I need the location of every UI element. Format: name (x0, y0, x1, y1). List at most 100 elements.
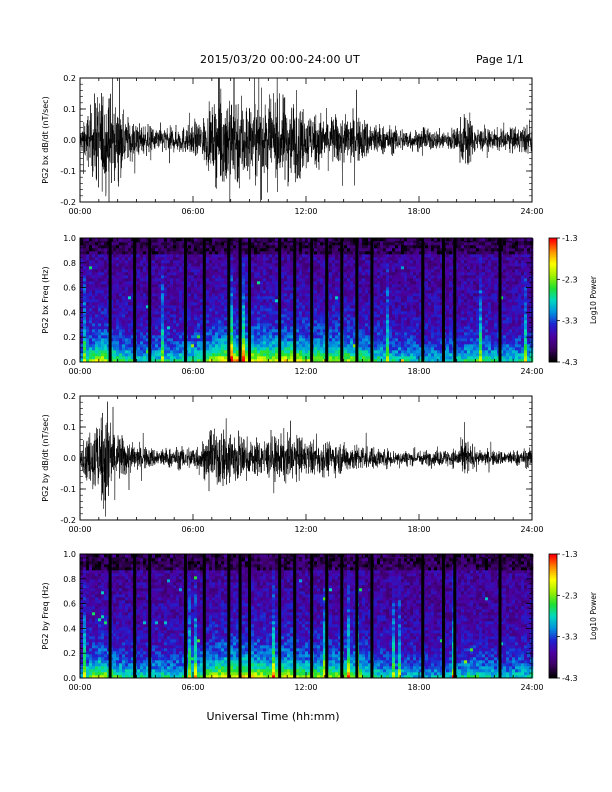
heatmap-cell (308, 320, 312, 324)
heatmap-cell (401, 317, 405, 321)
heatmap-cell (272, 251, 276, 255)
heatmap-cell (95, 293, 99, 297)
heatmap-cell (395, 308, 399, 312)
heatmap-cell (257, 335, 261, 339)
heatmap-cell (284, 287, 288, 291)
heatmap-cell (131, 275, 135, 279)
heatmap-cell (377, 302, 381, 306)
heatmap-cell (158, 314, 162, 318)
heatmap-cell (281, 359, 285, 363)
heatmap-cell (425, 290, 429, 294)
heatmap-cell (377, 347, 381, 351)
heatmap-cell (197, 311, 201, 315)
heatmap-cell (164, 266, 168, 270)
heatmap-cell (110, 263, 114, 267)
heatmap-cell (128, 284, 132, 288)
heatmap-cell (281, 263, 285, 267)
heatmap-cell (95, 278, 99, 282)
heatmap-cell (350, 281, 354, 285)
heatmap-cell (389, 335, 393, 339)
heatmap-cell (302, 317, 306, 321)
heatmap-cell (164, 238, 168, 242)
heatmap-cell (152, 347, 156, 351)
heatmap-cell (188, 317, 192, 321)
heatmap-cell (218, 245, 222, 249)
heatmap-cell (158, 242, 162, 246)
heatmap-cell (317, 275, 321, 279)
heatmap-cell (380, 323, 384, 327)
heatmap-cell (275, 341, 279, 345)
heatmap-cell (263, 242, 267, 246)
heatmap-cell (386, 254, 390, 258)
heatmap-cell (230, 269, 234, 273)
heatmap-cell (164, 323, 168, 327)
heatmap-cell (83, 281, 87, 285)
heatmap-cell (245, 287, 249, 291)
heatmap-cell (179, 317, 183, 321)
heatmap-cell (365, 275, 369, 279)
heatmap-cell (395, 284, 399, 288)
heatmap-cell (167, 344, 171, 348)
heatmap-cell (245, 317, 249, 321)
heatmap-cell (146, 356, 150, 360)
heatmap-cell (224, 320, 228, 324)
heatmap-cell (362, 359, 366, 363)
heatmap-cell (215, 296, 219, 300)
heatmap-cell (143, 350, 147, 354)
heatmap-cell (368, 242, 372, 246)
heatmap-cell (317, 245, 321, 249)
heatmap-cell (116, 356, 120, 360)
heatmap-cell (86, 335, 90, 339)
heatmap-cell (131, 308, 135, 312)
heatmap-cell (236, 269, 240, 273)
heatmap-cell (95, 248, 99, 252)
heatmap-cell (146, 281, 150, 285)
heatmap-cell (191, 311, 195, 315)
heatmap-cell (101, 323, 105, 327)
heatmap-cell (170, 302, 174, 306)
heatmap-cell (257, 260, 261, 264)
heatmap-cell (122, 263, 126, 267)
heatmap-cell (359, 299, 363, 303)
heatmap-cell (296, 242, 300, 246)
heatmap-cell (224, 281, 228, 285)
heatmap-cell (290, 356, 294, 360)
heatmap-cell (137, 278, 141, 282)
heatmap-cell (143, 242, 147, 246)
heatmap-cell (101, 308, 105, 312)
heatmap-cell (275, 335, 279, 339)
heatmap-cell (188, 260, 192, 264)
heatmap-cell (290, 245, 294, 249)
heatmap-cell (128, 305, 132, 309)
heatmap-cell (86, 350, 90, 354)
heatmap-cell (317, 326, 321, 330)
heatmap-cell (350, 248, 354, 252)
heatmap-cell (329, 353, 333, 357)
heatmap-cell (215, 293, 219, 297)
heatmap-cell (323, 350, 327, 354)
heatmap-cell (173, 260, 177, 264)
heatmap-cell (110, 248, 114, 252)
heatmap-cell (275, 320, 279, 324)
heatmap-cell (374, 314, 378, 318)
heatmap-cell (194, 311, 198, 315)
heatmap-cell (170, 341, 174, 345)
heatmap-cell (392, 254, 396, 258)
heatmap-cell (353, 260, 357, 264)
heatmap-cell (161, 326, 165, 330)
heatmap-cell (296, 248, 300, 252)
heatmap-cell (287, 251, 291, 255)
heatmap-cell (392, 341, 396, 345)
heatmap-cell (152, 242, 156, 246)
heatmap-cell (374, 290, 378, 294)
heatmap-cell (182, 323, 186, 327)
heatmap-cell (197, 338, 201, 342)
heatmap-cell (350, 350, 354, 354)
y-tick-label: 0.2 (63, 74, 76, 83)
heatmap-cell (299, 281, 303, 285)
heatmap-cell (404, 251, 408, 255)
heatmap-cell (419, 242, 423, 246)
heatmap-cell (251, 299, 255, 303)
heatmap-cell (221, 347, 225, 351)
heatmap-cell (290, 302, 294, 306)
